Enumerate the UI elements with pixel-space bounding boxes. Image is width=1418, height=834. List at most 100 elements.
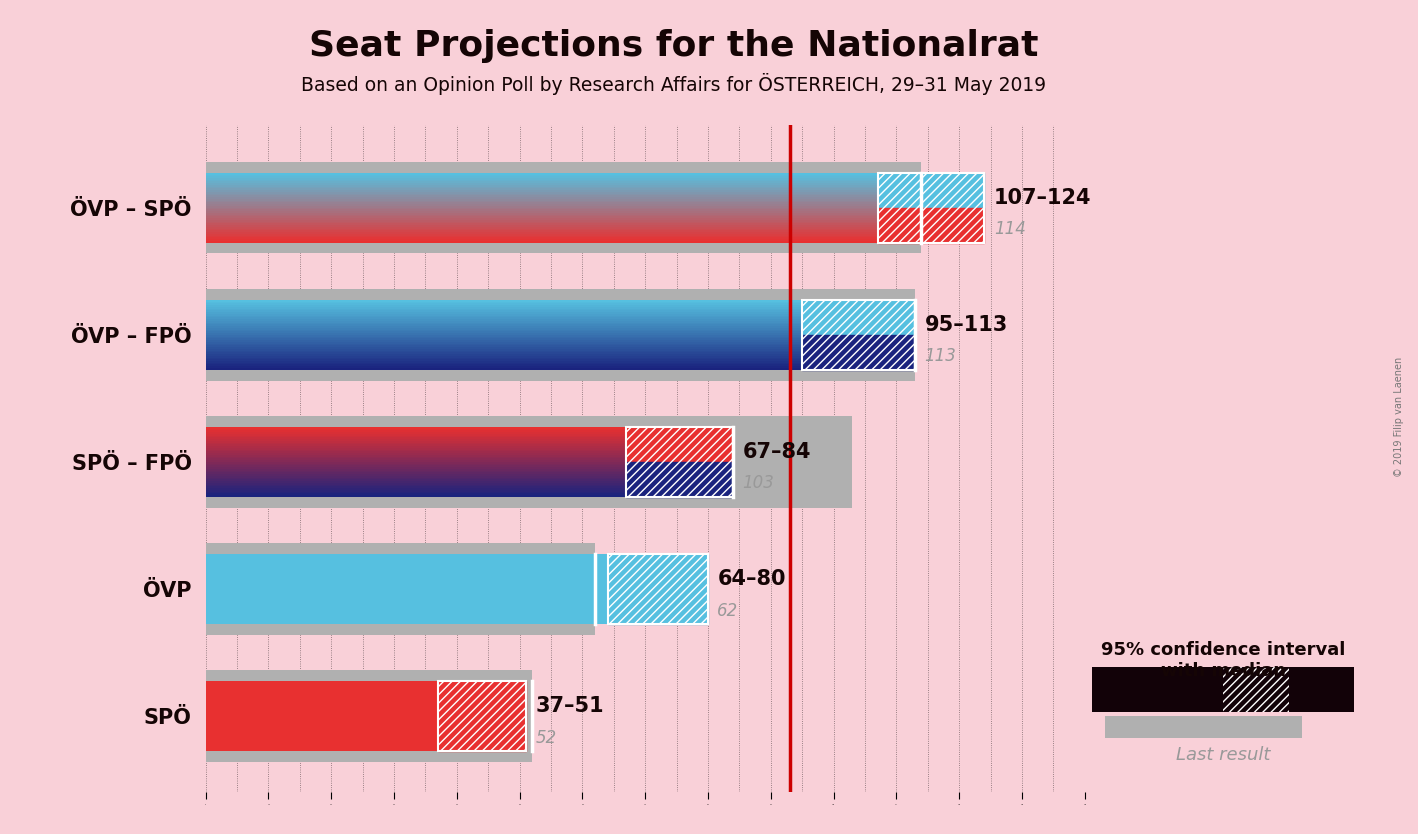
Bar	[206, 238, 878, 239]
Bar	[206, 350, 803, 352]
Bar	[206, 315, 803, 317]
Bar	[206, 443, 627, 445]
Bar	[206, 331, 803, 333]
Bar	[206, 476, 627, 478]
Bar	[206, 368, 803, 369]
Bar	[878, 173, 984, 208]
Bar	[206, 460, 627, 462]
Bar	[206, 227, 878, 229]
Bar	[206, 302, 803, 304]
Bar	[206, 671, 532, 761]
Bar	[878, 208, 984, 243]
Bar	[206, 478, 627, 480]
Bar	[206, 232, 878, 234]
Bar	[206, 342, 803, 344]
Text: Based on an Opinion Poll by Research Affairs for ÖSTERREICH, 29–31 May 2019: Based on an Opinion Poll by Research Aff…	[301, 73, 1046, 95]
Bar	[1222, 667, 1289, 712]
Bar	[206, 224, 878, 225]
Text: 37–51: 37–51	[535, 696, 604, 716]
Bar	[803, 334, 915, 369]
Bar	[206, 416, 852, 508]
Bar	[206, 222, 878, 224]
Bar	[627, 462, 733, 497]
Bar	[206, 427, 627, 429]
Bar	[206, 201, 878, 203]
Bar	[206, 554, 607, 624]
Bar	[206, 319, 803, 321]
Bar	[1105, 716, 1302, 738]
Bar	[206, 429, 627, 430]
Bar	[206, 483, 627, 485]
Bar	[1289, 667, 1354, 712]
Text: Seat Projections for the Nationalrat: Seat Projections for the Nationalrat	[309, 29, 1038, 63]
Bar	[206, 174, 878, 176]
Bar	[206, 204, 878, 206]
Bar	[878, 208, 984, 243]
Text: 95% confidence interval: 95% confidence interval	[1100, 641, 1346, 659]
Bar	[206, 162, 922, 254]
Bar	[206, 681, 438, 751]
Bar	[206, 289, 915, 380]
Bar	[1222, 667, 1289, 712]
Bar	[206, 310, 803, 312]
Bar	[206, 309, 803, 310]
Bar	[206, 462, 627, 464]
Text: 107–124: 107–124	[994, 188, 1092, 208]
Bar	[206, 356, 803, 358]
Bar	[206, 435, 627, 437]
Bar	[206, 467, 627, 469]
Bar	[206, 195, 878, 197]
Text: 114: 114	[994, 220, 1025, 239]
Bar	[206, 430, 627, 432]
Bar	[206, 219, 878, 220]
Bar	[206, 358, 803, 359]
Bar	[206, 488, 627, 490]
Bar	[206, 173, 878, 174]
Bar	[206, 490, 627, 491]
Bar	[206, 340, 803, 342]
Bar	[206, 337, 803, 339]
Bar	[206, 305, 803, 307]
Bar	[206, 450, 627, 451]
Bar	[206, 185, 878, 187]
Bar	[206, 464, 627, 465]
Bar	[206, 183, 878, 185]
Bar	[627, 462, 733, 497]
Bar	[206, 187, 878, 188]
Bar	[206, 349, 803, 350]
Bar	[206, 359, 803, 361]
Bar	[206, 480, 627, 481]
Bar	[206, 361, 803, 363]
Bar	[206, 457, 627, 459]
Bar	[627, 427, 733, 462]
Bar	[206, 364, 803, 366]
Bar	[206, 344, 803, 345]
Bar	[878, 173, 984, 208]
Bar	[803, 300, 915, 334]
Bar	[206, 203, 878, 204]
Bar	[206, 176, 878, 178]
Bar	[206, 334, 803, 337]
Bar	[206, 470, 627, 472]
Bar	[206, 314, 803, 315]
Text: 52: 52	[535, 729, 556, 746]
Bar	[206, 474, 627, 476]
Bar	[627, 427, 733, 462]
Bar	[206, 220, 878, 222]
Bar	[206, 328, 803, 329]
Bar	[206, 440, 627, 441]
Bar	[206, 491, 627, 494]
Bar	[206, 190, 878, 192]
Text: 113: 113	[925, 348, 957, 365]
Bar	[206, 188, 878, 190]
Bar	[206, 211, 878, 213]
Bar	[206, 472, 627, 474]
Bar	[607, 554, 708, 624]
Bar	[206, 366, 803, 368]
Text: 103: 103	[743, 475, 774, 493]
Bar	[206, 333, 803, 334]
Bar	[206, 304, 803, 305]
Bar	[206, 363, 803, 364]
Bar	[206, 214, 878, 217]
Bar	[206, 323, 803, 324]
